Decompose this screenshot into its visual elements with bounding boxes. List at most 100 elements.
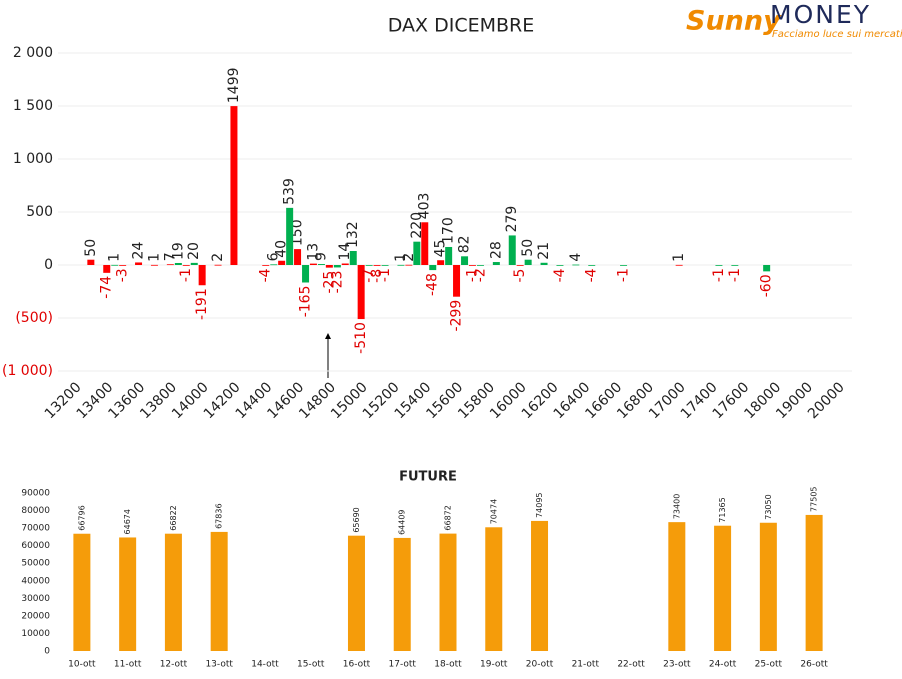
- bar: [620, 265, 628, 266]
- bar: [540, 262, 548, 265]
- bar: [421, 222, 429, 265]
- x-tick-label: 21-ott: [572, 660, 600, 670]
- data-label: 2: [210, 253, 226, 262]
- data-label: 2: [401, 253, 417, 262]
- data-label: -1: [178, 268, 194, 282]
- data-label: 28: [488, 241, 504, 259]
- data-label: -1: [377, 268, 393, 282]
- bar: [166, 264, 174, 266]
- bar: [675, 264, 683, 266]
- bar: [668, 522, 686, 651]
- data-label: -23: [329, 270, 345, 293]
- bar: [309, 263, 317, 265]
- data-label: 65690: [352, 507, 361, 532]
- bar: [182, 265, 190, 266]
- bar: [485, 527, 503, 651]
- bar: [393, 537, 411, 651]
- data-label: 71365: [718, 497, 727, 522]
- x-tick-label: 25-ott: [755, 660, 783, 670]
- y-tick-label: 0: [44, 257, 53, 273]
- data-label: 77505: [810, 486, 819, 511]
- y-tick-label: 1 500: [13, 98, 53, 114]
- data-label: 21: [536, 242, 552, 260]
- data-label: -299: [449, 300, 465, 332]
- data-label: 1: [146, 253, 162, 262]
- data-label: -8: [369, 269, 385, 283]
- data-label: -191: [194, 288, 210, 320]
- bar: [531, 520, 549, 651]
- bar: [468, 265, 476, 266]
- x-tick-label: 20-ott: [526, 660, 554, 670]
- bar: [437, 260, 445, 265]
- bar: [103, 265, 111, 273]
- data-label: 20: [186, 242, 202, 260]
- bar: [150, 264, 158, 266]
- data-label: 4: [568, 253, 584, 262]
- data-label: 279: [504, 206, 520, 233]
- x-tick-label: 18-ott: [434, 660, 462, 670]
- bar: [397, 264, 405, 266]
- data-label: 9: [313, 252, 329, 261]
- data-label: 73050: [764, 494, 773, 519]
- data-label: -2: [472, 268, 488, 282]
- data-label: 70474: [489, 499, 498, 524]
- bar: [405, 264, 413, 266]
- bar: [341, 263, 349, 265]
- chart-bottom: FUTURE 0 10000 20000 30000 40000 50000 60000 700…: [21, 470, 828, 670]
- bar: [461, 256, 469, 265]
- y-tick-label: 90000: [21, 489, 50, 499]
- logo-brand: Sunny: [686, 6, 782, 37]
- x-tick-label: 12-ott: [160, 660, 188, 670]
- data-label: -48: [425, 273, 441, 296]
- bar: [294, 249, 302, 265]
- bar: [516, 265, 524, 266]
- data-label: 73400: [672, 494, 681, 519]
- y-tick-label: 50000: [21, 559, 50, 569]
- x-tick-label: 15-ott: [297, 660, 325, 670]
- data-label: 74095: [535, 492, 544, 517]
- data-label: -1: [464, 268, 480, 282]
- y-tick-label: 30000: [21, 594, 50, 604]
- y-tick-label: 80000: [21, 506, 50, 516]
- chart-title: DAX DICEMBRE: [388, 15, 535, 37]
- bar: [365, 265, 373, 266]
- bar: [572, 264, 580, 266]
- y-tick-label: 20000: [21, 611, 50, 621]
- data-label: 1: [393, 253, 409, 262]
- bar: [210, 531, 228, 651]
- bar: [190, 262, 198, 265]
- data-label: -74: [99, 276, 115, 299]
- data-label: 13: [305, 243, 321, 261]
- bar: [73, 533, 91, 651]
- data-label: 64674: [123, 509, 132, 534]
- bar: [198, 265, 206, 286]
- bar: [445, 246, 453, 265]
- data-label: -4: [584, 268, 600, 282]
- bar: [731, 265, 739, 266]
- data-label: 40: [274, 240, 290, 258]
- x-tick-label: 11-ott: [114, 660, 142, 670]
- data-label: 66822: [169, 505, 178, 530]
- y-tick-label: 0: [44, 647, 50, 657]
- data-label: 1: [107, 253, 123, 262]
- bar: [508, 235, 516, 265]
- bar: [588, 265, 596, 266]
- x-tick-label: 10-ott: [68, 660, 96, 670]
- bar: [763, 265, 771, 272]
- data-label: -510: [353, 322, 369, 354]
- data-label: -1: [616, 268, 632, 282]
- x-tick-label: 13-ott: [205, 660, 233, 670]
- data-label: 150: [290, 219, 306, 246]
- x-tick-label: 17-ott: [389, 660, 417, 670]
- x-tick-label: 14-ott: [251, 660, 279, 670]
- chart-title: FUTURE: [399, 470, 457, 485]
- x-tick-label: 26-ott: [800, 660, 828, 670]
- data-label: 1: [671, 253, 687, 262]
- data-label: 403: [417, 193, 433, 220]
- bar: [492, 262, 500, 265]
- data-label: 6: [266, 252, 282, 261]
- data-label: 45: [433, 239, 449, 257]
- bar: [286, 207, 294, 265]
- data-label: -7: [361, 269, 377, 283]
